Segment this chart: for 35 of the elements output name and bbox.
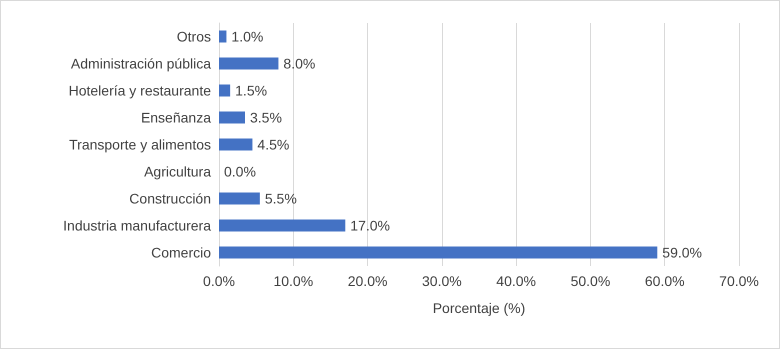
y-tick-label: Comercio [151,244,212,260]
x-tick-label: 30.0% [422,273,462,289]
y-tick-label: Transporte y alimentos [69,136,211,152]
bar [219,192,260,204]
y-tick-label: Agricultura [144,164,212,180]
y-tick-label: Industria manufacturera [63,218,212,234]
bar [219,84,230,96]
bar [219,220,346,232]
y-tick-label: Construcción [129,190,211,206]
bar [219,112,245,124]
data-label: 0.0% [224,164,256,180]
y-tick-label: Otros [176,28,211,44]
y-tick-label: Hotelería y restaurante [68,82,212,98]
x-axis-title: Porcentaje (%) [432,300,526,316]
data-label: 17.0% [350,218,390,234]
data-label: 3.5% [250,110,282,126]
bar [219,246,658,258]
bar [219,138,252,150]
x-tick-label: 10.0% [273,273,314,289]
bar [219,58,278,70]
x-tick-label: 0.0% [203,273,235,289]
y-tick-label: Enseñanza [140,110,212,126]
x-tick-label: 60.0% [644,273,685,289]
y-tick-label: Administración pública [70,56,212,72]
data-label: 5.5% [264,190,297,206]
data-label: 59.0% [662,244,702,260]
data-label: 4.5% [257,136,290,152]
x-tick-label: 40.0% [496,273,536,289]
x-tick-label: 70.0% [719,273,759,289]
x-tick-label: 20.0% [348,273,388,289]
x-tick-label: 50.0% [570,273,610,289]
data-label: 1.5% [235,82,268,98]
data-label: 1.0% [231,28,264,44]
bar [219,30,226,42]
data-label: 8.0% [283,56,316,72]
